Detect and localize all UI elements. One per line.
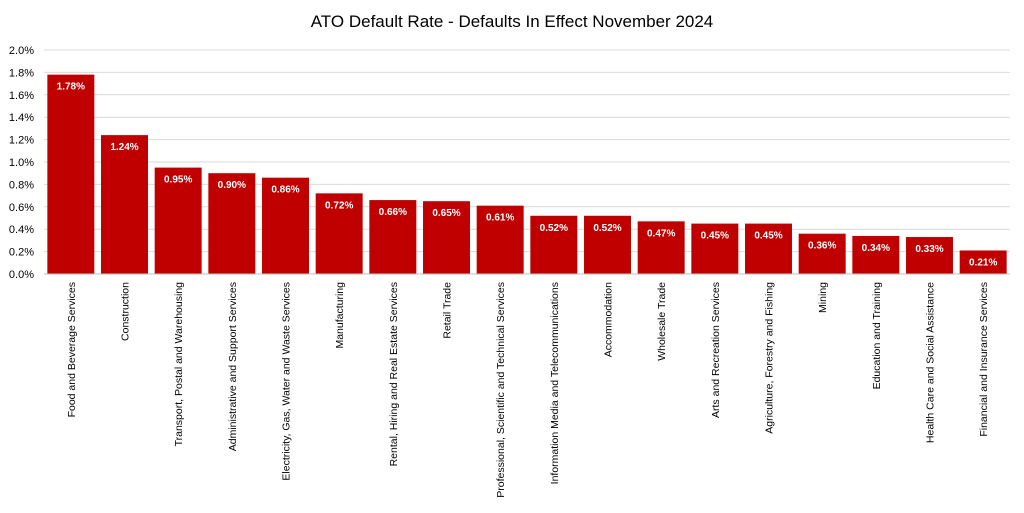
bar (101, 135, 148, 274)
bar (315, 193, 363, 274)
x-category-label: Financial and Insurance Services (978, 282, 990, 437)
y-tick-label: 1.0% (9, 157, 34, 169)
x-category-label: Retail Trade (442, 282, 454, 339)
data-label: 1.78% (57, 82, 85, 93)
bar (208, 173, 256, 274)
data-label: 0.86% (271, 185, 299, 196)
gridlines (44, 49, 1010, 253)
x-category-label: Construction (120, 282, 132, 341)
x-category-label: Health Care and Social Assistance (925, 282, 937, 443)
x-category-label: Transport, Postal and Warehousing (173, 282, 185, 447)
bar (369, 200, 417, 274)
x-category-label: Manufacturing (334, 282, 346, 349)
data-label: 0.52% (593, 223, 621, 234)
data-label: 0.65% (432, 208, 460, 219)
bar (584, 215, 631, 274)
y-tick-label: 1.8% (9, 67, 34, 79)
data-label: 0.52% (540, 223, 568, 234)
bar (637, 221, 685, 274)
bars (47, 74, 1007, 274)
x-category-label: Professional, Scientific and Technical S… (495, 282, 507, 498)
y-axis-ticks: 0.0% 0.2% 0.4% 0.6% 0.8% 1.0% 1.2% 1.4% 1.6% 1.8%… (9, 45, 34, 281)
y-tick-label: 0.2% (9, 247, 34, 259)
bar (906, 237, 953, 274)
data-label: 0.95% (164, 175, 192, 186)
bar (798, 233, 846, 274)
x-category-label: Electricity, Gas, Water and Waste Servic… (281, 282, 293, 481)
chart-title: ATO Default Rate - Defaults In Effect No… (311, 12, 714, 31)
bar (262, 177, 309, 274)
x-category-label: Mining (817, 282, 829, 313)
y-tick-label: 1.6% (9, 90, 34, 102)
bar (691, 223, 739, 274)
data-label: 1.24% (110, 142, 138, 153)
y-tick-label: 0.4% (9, 224, 34, 236)
x-category-label: Education and Training (871, 282, 883, 390)
data-label: 0.66% (379, 207, 407, 218)
bar (745, 223, 792, 274)
x-category-label: Agriculture, Forestry and Fishing (764, 282, 776, 434)
bar (47, 74, 95, 274)
x-category-label: Accommodation (603, 282, 615, 357)
bar (530, 215, 578, 274)
data-label: 0.36% (808, 241, 836, 252)
data-label: 0.21% (969, 257, 997, 268)
data-label: 0.45% (754, 231, 782, 242)
x-axis-categories: Food and Beverage Services Construction Tr… (66, 282, 990, 498)
data-label: 0.72% (325, 200, 353, 211)
x-category-label: Administrative and Support Services (227, 282, 239, 451)
x-category-label: Food and Beverage Services (66, 282, 78, 417)
y-tick-label: 2.0% (9, 45, 34, 57)
bar (154, 167, 202, 274)
bar (423, 201, 470, 274)
y-tick-label: 0.0% (9, 269, 34, 281)
data-labels: 1.78% 1.24% 0.95% 0.90% 0.86% 0.72% 0.66% 0.65%… (57, 82, 998, 269)
x-category-label: Wholesale Trade (656, 282, 668, 361)
y-tick-label: 0.6% (9, 202, 34, 214)
x-category-label: Arts and Recreation Services (710, 282, 722, 418)
y-tick-label: 0.8% (9, 179, 34, 191)
bar (476, 205, 524, 274)
y-tick-label: 1.2% (9, 135, 34, 147)
data-label: 0.90% (218, 180, 246, 191)
bar (959, 250, 1007, 274)
data-label: 0.47% (647, 228, 675, 239)
data-label: 0.45% (701, 231, 729, 242)
y-tick-label: 1.4% (9, 112, 34, 124)
x-category-label: Information Media and Telecommunications (549, 282, 561, 484)
x-category-label: Rental, Hiring and Real Estate Services (388, 282, 400, 466)
data-label: 0.33% (915, 244, 943, 255)
data-label: 0.34% (862, 243, 890, 254)
bar (852, 235, 900, 274)
data-label: 0.61% (486, 213, 514, 224)
